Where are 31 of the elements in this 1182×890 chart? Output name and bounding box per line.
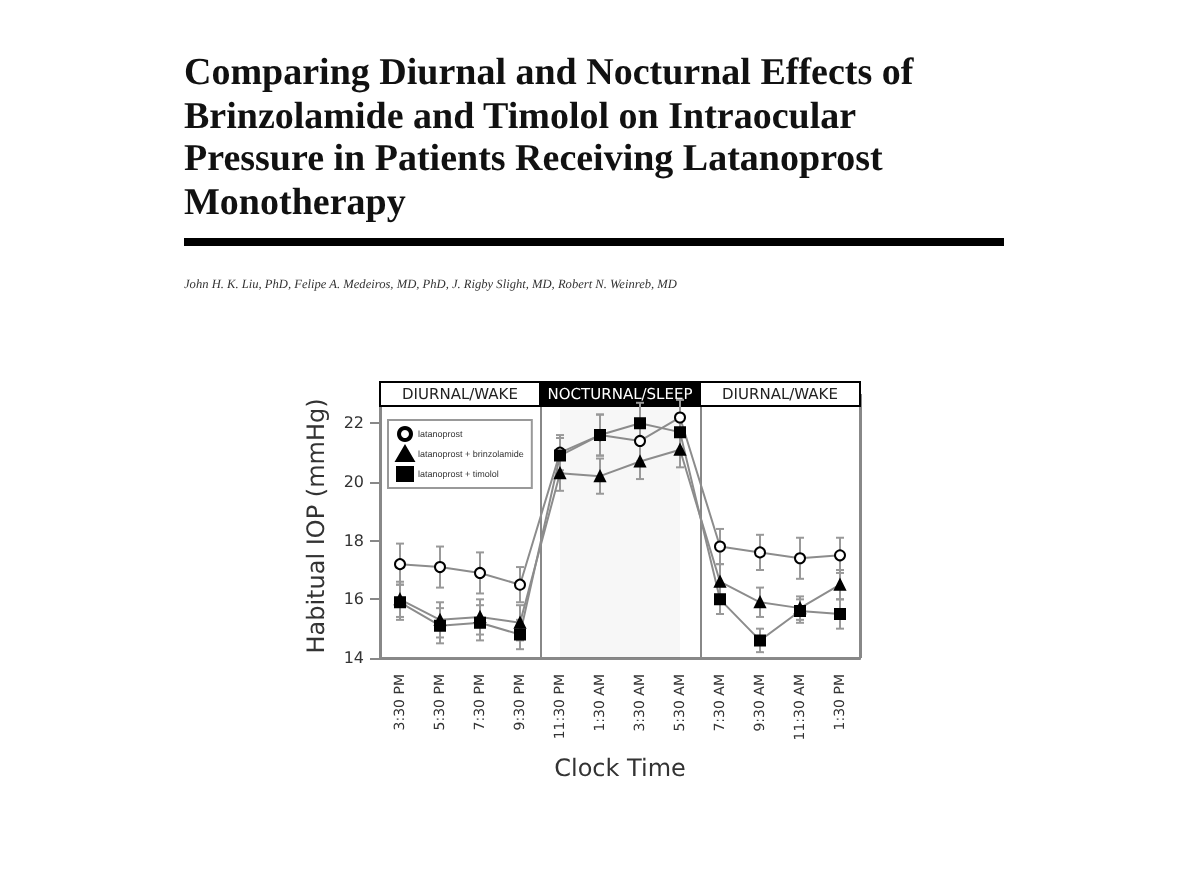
point [834, 549, 846, 562]
point [634, 434, 646, 447]
y-tick-label: 20 [343, 473, 364, 491]
point [634, 417, 646, 430]
point [394, 558, 406, 571]
point [754, 596, 766, 609]
point [674, 443, 686, 456]
y-tick-label: 14 [343, 649, 364, 667]
point [714, 593, 726, 606]
point [674, 426, 686, 439]
point [514, 578, 526, 591]
point [714, 575, 726, 588]
point [834, 608, 846, 620]
point [474, 616, 486, 629]
chart-title: Comparing Diurnal and Nocturnal Effects of Brinzolamide and Timolol on Intraocular Pressure in Patients Receiving Latanoprost Monotherapy [184, 52, 916, 224]
point [434, 619, 446, 632]
y-tick-label: 22 [343, 414, 364, 433]
point [674, 411, 686, 424]
point [754, 634, 766, 647]
point [834, 578, 846, 591]
point [434, 561, 446, 574]
point [594, 470, 606, 483]
y-tick-label: 16 [343, 590, 364, 609]
point [714, 540, 726, 553]
x-axis-title: Clock Time [554, 754, 686, 783]
y-tick-label: 18 [343, 531, 364, 550]
point [794, 552, 806, 565]
point [754, 546, 766, 559]
y-axis-title: Habitual IOP (mmHg) [302, 398, 330, 654]
point [634, 455, 646, 468]
point [474, 566, 486, 579]
